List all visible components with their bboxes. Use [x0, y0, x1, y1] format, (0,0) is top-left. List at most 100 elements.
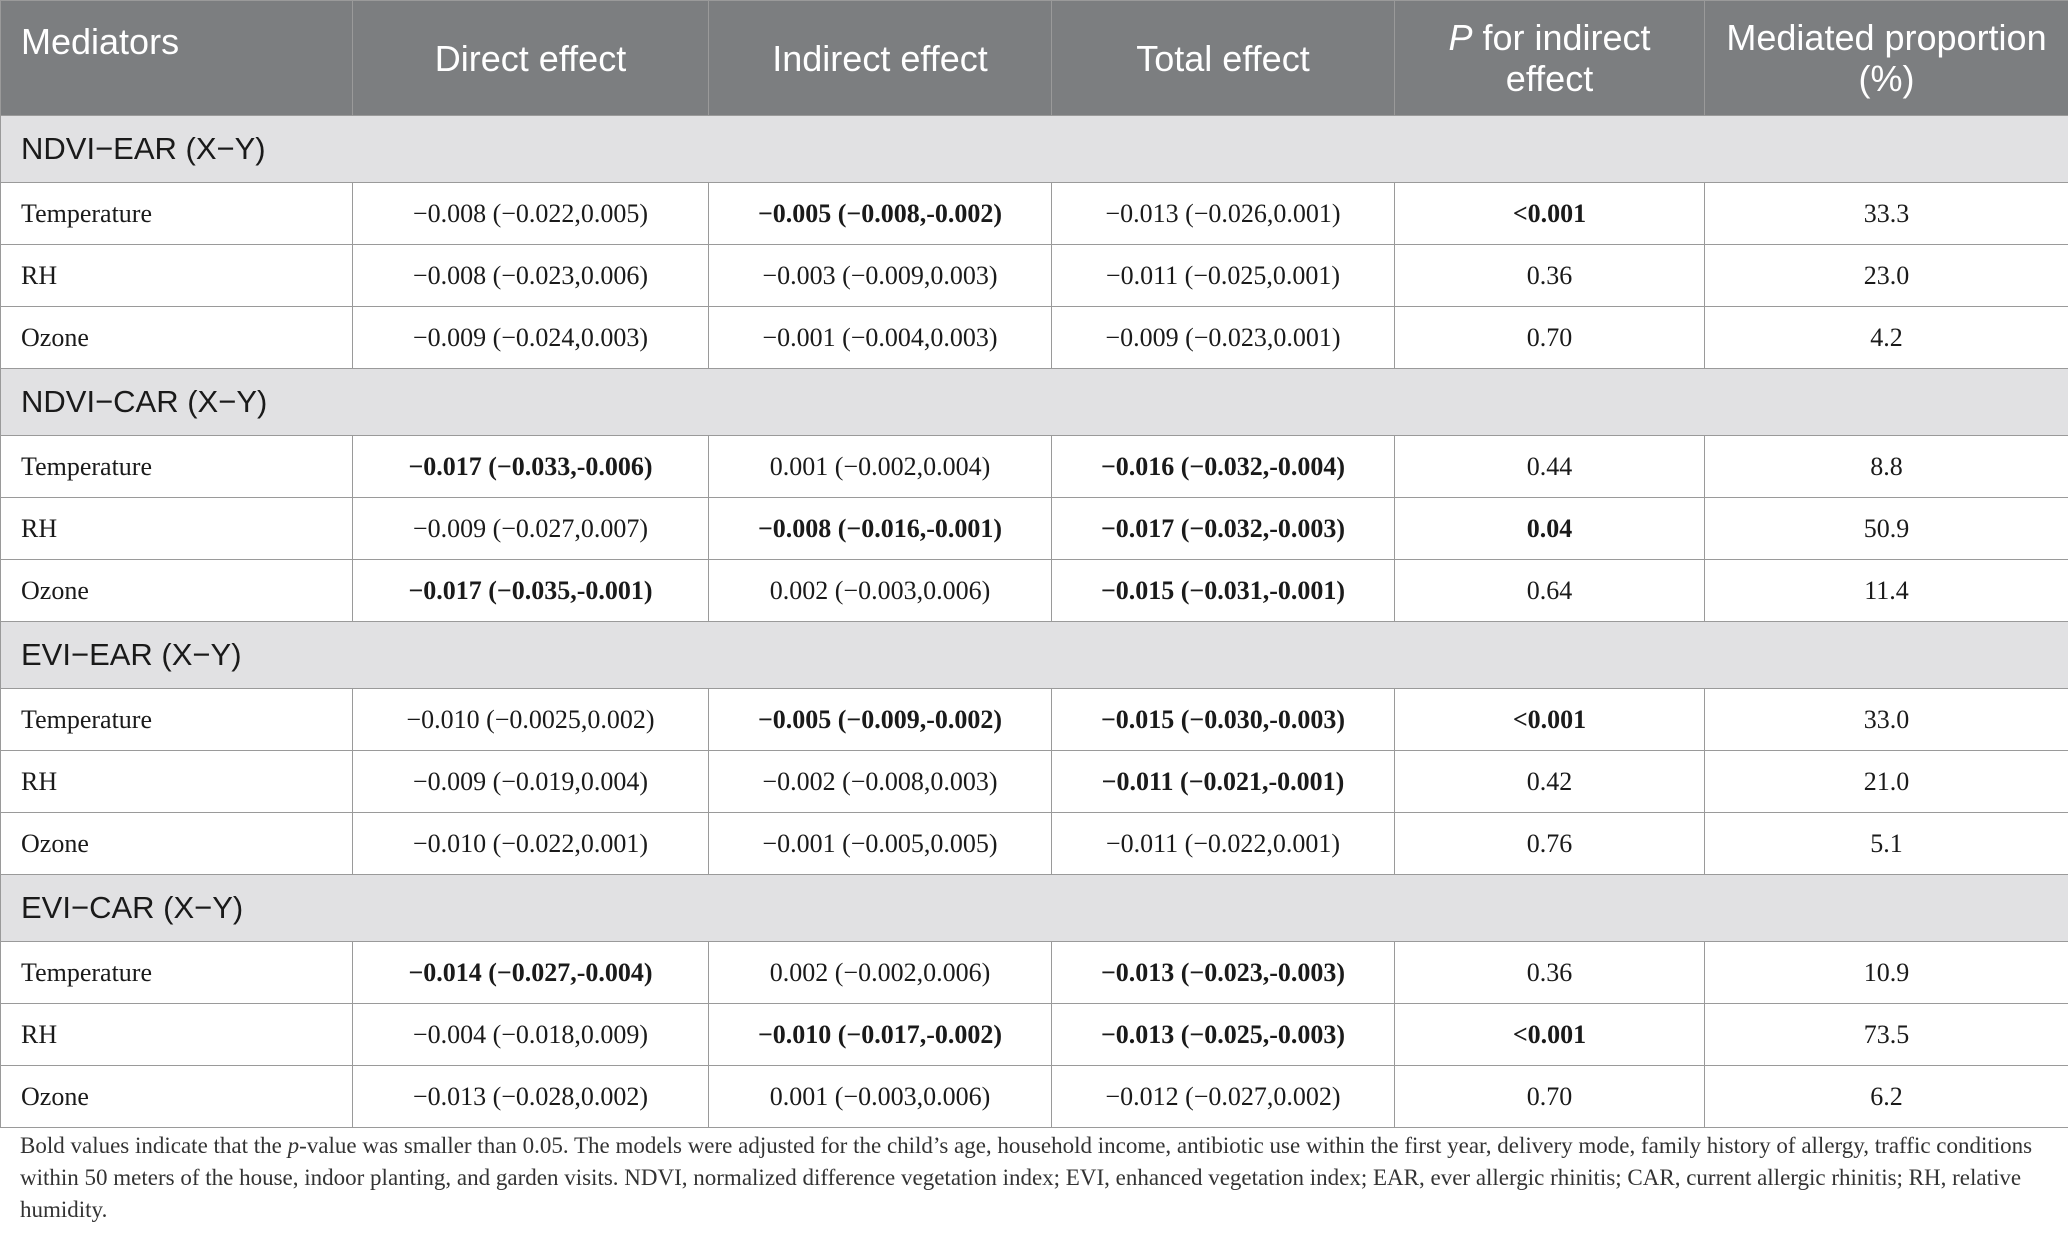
cell-proportion: 33.0 [1704, 688, 2068, 751]
cell-p: <0.001 [1394, 182, 1705, 245]
cell-p: <0.001 [1394, 688, 1705, 751]
cell-mediator: Temperature [0, 688, 353, 751]
cell-proportion: 8.8 [1704, 435, 2068, 498]
group-row: EVI−CAR (X−Y) [0, 874, 2068, 942]
table-row: Ozone −0.017 (−0.035,-0.001) 0.002 (−0.0… [0, 559, 2068, 622]
cell-mediator: Ozone [0, 812, 353, 875]
table-row: Ozone −0.009 (−0.024,0.003) −0.001 (−0.0… [0, 306, 2068, 369]
cell-p: 0.70 [1394, 1065, 1705, 1128]
cell-p: 0.42 [1394, 750, 1705, 813]
group-row: NDVI−CAR (X−Y) [0, 368, 2068, 436]
table-row: RH −0.004 (−0.018,0.009) −0.010 (−0.017,… [0, 1003, 2068, 1066]
table-row: Ozone −0.010 (−0.022,0.001) −0.001 (−0.0… [0, 812, 2068, 875]
cell-p: 0.70 [1394, 306, 1705, 369]
table-row: RH −0.008 (−0.023,0.006) −0.003 (−0.009,… [0, 244, 2068, 307]
cell-total: −0.013 (−0.023,-0.003) [1051, 941, 1395, 1004]
header-mediators: Mediators [0, 0, 353, 116]
table-footnote: Bold values indicate that the p-value wa… [20, 1130, 2060, 1226]
table-row: Temperature −0.017 (−0.033,-0.006) 0.001… [0, 435, 2068, 498]
table-row: Temperature −0.008 (−0.022,0.005) −0.005… [0, 182, 2068, 245]
footnote-part2: -value was smaller than 0.05. The models… [20, 1133, 2033, 1222]
cell-indirect: −0.002 (−0.008,0.003) [708, 750, 1052, 813]
header-total-effect: Total effect [1051, 0, 1395, 116]
cell-total: −0.011 (−0.025,0.001) [1051, 244, 1395, 307]
group-title: NDVI−EAR (X−Y) [0, 115, 2068, 183]
cell-proportion: 6.2 [1704, 1065, 2068, 1128]
cell-mediator: Temperature [0, 182, 353, 245]
cell-indirect: 0.001 (−0.002,0.004) [708, 435, 1052, 498]
cell-total: −0.015 (−0.031,-0.001) [1051, 559, 1395, 622]
cell-direct: −0.010 (−0.0025,0.002) [352, 688, 709, 751]
cell-mediator: RH [0, 1003, 353, 1066]
group-title: EVI−CAR (X−Y) [0, 874, 2068, 942]
cell-proportion: 33.3 [1704, 182, 2068, 245]
cell-indirect: 0.001 (−0.003,0.006) [708, 1065, 1052, 1128]
header-row: Mediators Direct effect Indirect effect … [0, 0, 2068, 116]
cell-total: −0.016 (−0.032,-0.004) [1051, 435, 1395, 498]
cell-p: 0.76 [1394, 812, 1705, 875]
cell-total: −0.009 (−0.023,0.001) [1051, 306, 1395, 369]
cell-proportion: 11.4 [1704, 559, 2068, 622]
cell-direct: −0.009 (−0.019,0.004) [352, 750, 709, 813]
cell-proportion: 4.2 [1704, 306, 2068, 369]
cell-total: −0.015 (−0.030,-0.003) [1051, 688, 1395, 751]
cell-indirect: −0.008 (−0.016,-0.001) [708, 497, 1052, 560]
cell-mediator: Temperature [0, 435, 353, 498]
cell-indirect: −0.003 (−0.009,0.003) [708, 244, 1052, 307]
cell-proportion: 73.5 [1704, 1003, 2068, 1066]
cell-mediator: Ozone [0, 559, 353, 622]
cell-proportion: 23.0 [1704, 244, 2068, 307]
table-row: RH −0.009 (−0.019,0.004) −0.002 (−0.008,… [0, 750, 2068, 813]
mediation-table: Mediators Direct effect Indirect effect … [0, 0, 2068, 1128]
cell-p: 0.04 [1394, 497, 1705, 560]
cell-direct: −0.004 (−0.018,0.009) [352, 1003, 709, 1066]
cell-total: −0.011 (−0.022,0.001) [1051, 812, 1395, 875]
cell-direct: −0.017 (−0.035,-0.001) [352, 559, 709, 622]
header-p-rest: for indirect effect [1472, 17, 1651, 99]
group-title: NDVI−CAR (X−Y) [0, 368, 2068, 436]
cell-mediator: RH [0, 750, 353, 813]
cell-proportion: 50.9 [1704, 497, 2068, 560]
header-mediated-proportion: Mediated proportion (%) [1704, 0, 2068, 116]
cell-indirect: −0.001 (−0.004,0.003) [708, 306, 1052, 369]
group-row: NDVI−EAR (X−Y) [0, 115, 2068, 183]
cell-mediator: Ozone [0, 306, 353, 369]
footnote-part1: Bold values indicate that the [20, 1133, 288, 1158]
cell-p: 0.36 [1394, 941, 1705, 1004]
cell-direct: −0.017 (−0.033,-0.006) [352, 435, 709, 498]
cell-direct: −0.009 (−0.027,0.007) [352, 497, 709, 560]
cell-direct: −0.008 (−0.023,0.006) [352, 244, 709, 307]
group-title: EVI−EAR (X−Y) [0, 621, 2068, 689]
footnote-p-italic: p [287, 1133, 300, 1158]
cell-p: 0.64 [1394, 559, 1705, 622]
cell-indirect: 0.002 (−0.003,0.006) [708, 559, 1052, 622]
cell-indirect: −0.010 (−0.017,-0.002) [708, 1003, 1052, 1066]
cell-direct: −0.013 (−0.028,0.002) [352, 1065, 709, 1128]
group-row: EVI−EAR (X−Y) [0, 621, 2068, 689]
cell-mediator: Ozone [0, 1065, 353, 1128]
cell-indirect: 0.002 (−0.002,0.006) [708, 941, 1052, 1004]
cell-indirect: −0.001 (−0.005,0.005) [708, 812, 1052, 875]
table-row: RH −0.009 (−0.027,0.007) −0.008 (−0.016,… [0, 497, 2068, 560]
cell-direct: −0.014 (−0.027,-0.004) [352, 941, 709, 1004]
header-indirect-effect: Indirect effect [708, 0, 1052, 116]
cell-mediator: RH [0, 244, 353, 307]
cell-total: −0.013 (−0.025,-0.003) [1051, 1003, 1395, 1066]
cell-p: 0.44 [1394, 435, 1705, 498]
cell-proportion: 10.9 [1704, 941, 2068, 1004]
cell-indirect: −0.005 (−0.008,-0.002) [708, 182, 1052, 245]
table-row: Temperature −0.010 (−0.0025,0.002) −0.00… [0, 688, 2068, 751]
header-p-indirect: P for indirect effect [1394, 0, 1705, 116]
cell-indirect: −0.005 (−0.009,-0.002) [708, 688, 1052, 751]
cell-p: 0.36 [1394, 244, 1705, 307]
cell-total: −0.012 (−0.027,0.002) [1051, 1065, 1395, 1128]
cell-mediator: RH [0, 497, 353, 560]
cell-proportion: 21.0 [1704, 750, 2068, 813]
cell-p: <0.001 [1394, 1003, 1705, 1066]
cell-total: −0.013 (−0.026,0.001) [1051, 182, 1395, 245]
header-p-italic: P [1448, 17, 1473, 58]
cell-mediator: Temperature [0, 941, 353, 1004]
cell-direct: −0.008 (−0.022,0.005) [352, 182, 709, 245]
table-row: Ozone −0.013 (−0.028,0.002) 0.001 (−0.00… [0, 1065, 2068, 1128]
cell-total: −0.011 (−0.021,-0.001) [1051, 750, 1395, 813]
